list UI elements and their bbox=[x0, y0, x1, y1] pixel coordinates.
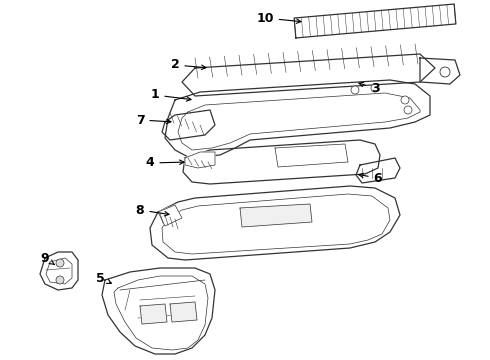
Circle shape bbox=[401, 96, 409, 104]
Circle shape bbox=[56, 259, 64, 267]
Text: 2: 2 bbox=[171, 58, 206, 72]
Polygon shape bbox=[162, 110, 215, 140]
Text: 10: 10 bbox=[256, 12, 301, 24]
Polygon shape bbox=[165, 80, 430, 158]
Polygon shape bbox=[294, 4, 456, 38]
Text: 3: 3 bbox=[359, 81, 379, 94]
Polygon shape bbox=[185, 152, 215, 168]
Polygon shape bbox=[183, 140, 380, 184]
Polygon shape bbox=[240, 204, 312, 227]
Polygon shape bbox=[182, 54, 435, 96]
Circle shape bbox=[371, 84, 379, 92]
Polygon shape bbox=[178, 93, 420, 150]
Polygon shape bbox=[158, 205, 182, 226]
Polygon shape bbox=[140, 304, 167, 324]
Text: 5: 5 bbox=[96, 271, 111, 284]
Polygon shape bbox=[40, 252, 78, 290]
Polygon shape bbox=[420, 58, 460, 84]
Polygon shape bbox=[162, 194, 390, 254]
Circle shape bbox=[56, 276, 64, 284]
Polygon shape bbox=[102, 268, 215, 354]
Text: 4: 4 bbox=[146, 157, 184, 170]
Polygon shape bbox=[114, 276, 208, 350]
Text: 7: 7 bbox=[136, 113, 171, 126]
Circle shape bbox=[351, 86, 359, 94]
Text: 6: 6 bbox=[359, 171, 382, 184]
Polygon shape bbox=[356, 158, 400, 183]
Text: 8: 8 bbox=[136, 203, 169, 216]
Circle shape bbox=[440, 67, 450, 77]
Polygon shape bbox=[150, 186, 400, 260]
Polygon shape bbox=[46, 258, 72, 284]
Text: 9: 9 bbox=[41, 252, 54, 265]
Polygon shape bbox=[275, 144, 348, 167]
Polygon shape bbox=[170, 302, 197, 322]
Text: 1: 1 bbox=[150, 89, 191, 102]
Circle shape bbox=[404, 106, 412, 114]
